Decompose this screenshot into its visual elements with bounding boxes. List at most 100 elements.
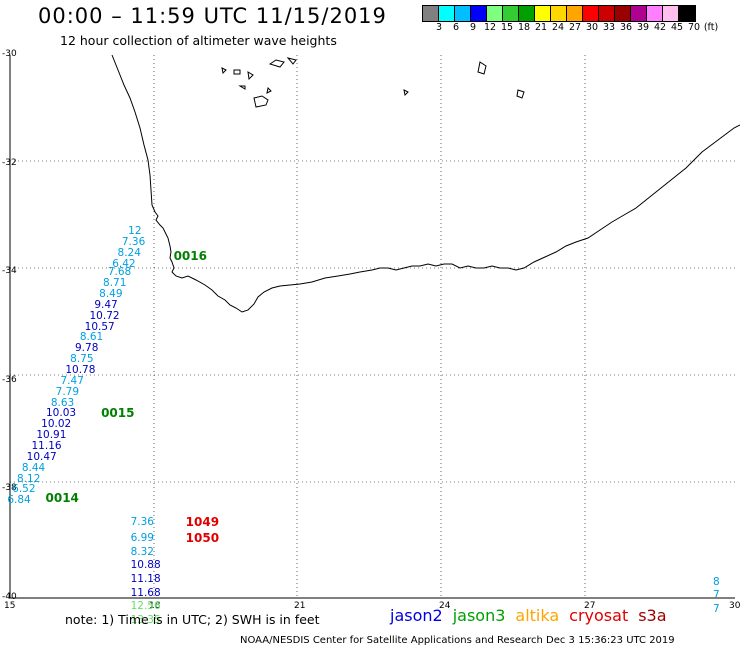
satellite-legend: jason2 jason3 altika cryosat s3a	[390, 606, 677, 625]
color-scale-cell	[455, 6, 471, 21]
color-scale-cell	[471, 6, 487, 21]
wave-height-label: 11.18	[130, 572, 161, 585]
latitude-tick-label: -32	[2, 157, 17, 168]
color-scale-cell	[679, 6, 695, 21]
color-scale-bar	[422, 5, 696, 22]
color-scale-label: (ft)	[703, 22, 719, 33]
units-note: note: 1) Time is in UTC; 2) SWH is in fe…	[65, 612, 320, 627]
color-scale-cell	[519, 6, 535, 21]
color-scale-label: 9	[469, 22, 477, 33]
legend-item-jason3: jason3	[452, 606, 506, 625]
color-scale-label: 15	[500, 22, 514, 33]
pass-time-label: 0016	[173, 248, 207, 263]
wave-height-label: 8.44	[21, 461, 46, 474]
wave-height-label: 6.52	[12, 483, 36, 496]
wave-height-label: 12	[128, 225, 142, 238]
color-scale-label: 33	[602, 22, 616, 33]
wave-height-label: 7.68	[107, 266, 132, 279]
color-scale-cell	[567, 6, 583, 21]
color-scale-label: 30	[585, 22, 599, 33]
longitude-tick-label: 15	[4, 601, 16, 611]
wave-height-label: 12.56	[130, 600, 161, 613]
pass-time-label: 1050	[185, 531, 220, 546]
color-scale-cell	[551, 6, 567, 21]
wave-height-label: 7.36	[121, 236, 146, 249]
color-scale-cell	[647, 6, 663, 21]
color-scale-cell	[535, 6, 551, 21]
color-scale-label: 45	[670, 22, 684, 33]
coastline	[111, 54, 740, 313]
wave-height-label: 7.47	[60, 374, 84, 387]
latitude-tick-label: -30	[2, 49, 17, 59]
wave-height-label: 7	[713, 602, 720, 615]
legend-item-s3a: s3a	[638, 606, 667, 625]
color-scale-label: 3	[435, 22, 443, 33]
land-features	[221, 57, 525, 108]
longitude-tick-label: 30	[729, 601, 740, 611]
wave-height-label: 11.16	[31, 439, 62, 452]
wave-height-label: 7.36	[130, 515, 154, 528]
color-scale-cell	[439, 6, 455, 21]
color-scale-label: 6	[452, 22, 460, 33]
latitude-tick-label: -36	[2, 374, 17, 385]
wave-height-label: 9.78	[75, 342, 99, 355]
wave-height-label: 8.61	[79, 331, 104, 344]
wave-height-label: 8.24	[117, 247, 141, 260]
wave-height-label: 10.47	[26, 450, 57, 463]
color-scale-cell	[631, 6, 647, 21]
longitude-tick-label: 21	[294, 601, 306, 611]
color-scale-cell	[663, 6, 679, 21]
color-scale-label: 27	[568, 22, 582, 33]
color-scale-label: 42	[653, 22, 667, 33]
color-scale-label: 18	[517, 22, 531, 33]
latitude-tick-label: -38	[2, 483, 17, 494]
legend-item-altika: altika	[515, 606, 560, 625]
graticule	[10, 55, 735, 598]
wave-height-label: 8.75	[70, 353, 94, 366]
color-scale-label: 36	[619, 22, 633, 33]
wave-height-label: 10.03	[46, 407, 77, 420]
color-scale-cell	[487, 6, 503, 21]
latitude-tick-label: -34	[2, 266, 17, 277]
wave-height-label: 8.12	[17, 472, 41, 485]
map-subtitle: 12 hour collection of altimeter wave hei…	[60, 33, 337, 48]
color-scale-cell	[583, 6, 599, 21]
legend-item-cryosat: cryosat	[569, 606, 629, 625]
wave-height-label: 10.02	[41, 418, 72, 431]
longitude-tick-label: 24	[439, 601, 451, 611]
wave-height-label: 9.47	[94, 298, 118, 311]
color-scale-label: 21	[534, 22, 548, 33]
color-scale-label: 70	[687, 22, 701, 33]
color-scale-label: 12	[483, 22, 497, 33]
wave-height-label: 11.68	[130, 586, 161, 599]
color-scale-label: 39	[636, 22, 650, 33]
wave-height-label: 8.71	[103, 277, 127, 290]
footer-credit: NOAA/NESDIS Center for Satellite Applica…	[240, 635, 675, 646]
wave-height-label: 10.78	[65, 363, 96, 376]
color-scale-cell	[503, 6, 519, 21]
wave-height-label: 8.32	[130, 545, 154, 558]
wave-height-label: 7.79	[55, 385, 80, 398]
color-scale-cell	[615, 6, 631, 21]
longitude-tick-label: 27	[584, 601, 596, 611]
wave-height-label: 8	[713, 575, 720, 588]
wave-height-label: 6.84	[7, 494, 31, 507]
frame	[9, 55, 735, 599]
wave-height-label: 6.99	[130, 532, 154, 545]
wave-height-label: 13.35	[130, 613, 161, 626]
wave-height-label: 6.42	[112, 258, 136, 271]
pass-time-label: 0014	[45, 490, 79, 505]
legend-item-jason2: jason2	[390, 606, 443, 625]
color-scale-cell	[599, 6, 615, 21]
color-scale-label: 24	[551, 22, 565, 33]
pass-time-label: 0015	[101, 406, 135, 421]
map-title: 00:00 – 11:59 UTC 11/15/2019	[38, 4, 387, 28]
color-scale-labels: 3 6 9 12 15 18 21 24 27 30 33 36 39 42 45 70 (ft)	[422, 22, 740, 36]
wave-height-label: 8.49	[99, 287, 123, 300]
wave-height-label: 7	[713, 589, 720, 602]
pass-time-label: 1049	[185, 514, 220, 529]
longitude-tick-label: 18	[149, 601, 161, 611]
color-scale-cell	[423, 6, 439, 21]
wave-height-label: 10.72	[89, 309, 120, 322]
